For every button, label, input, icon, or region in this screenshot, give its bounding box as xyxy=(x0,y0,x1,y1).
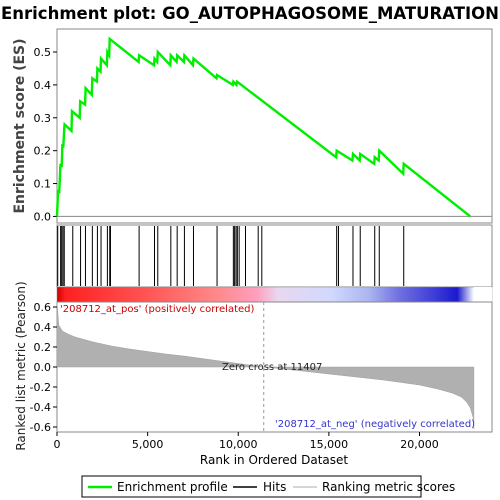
zero-cross-label: Zero cross at 11407 xyxy=(222,362,322,373)
metric-y-tick-label: -0.6 xyxy=(30,421,51,434)
metric-y-ticks: -0.6 -0.4 -0.2 0.0 0.2 0.4 0.6 xyxy=(30,301,57,434)
legend-enrichment-label: Enrichment profile xyxy=(117,480,228,494)
metric-y-tick-label: 0.2 xyxy=(34,341,52,354)
hits-marks xyxy=(57,226,405,286)
x-axis-label: Rank in Ordered Dataset xyxy=(200,453,348,467)
metric-y-tick-label: -0.2 xyxy=(30,381,51,394)
metric-y-tick-label: 0.4 xyxy=(34,321,52,334)
metric-y-tick-label: 0.0 xyxy=(34,361,52,374)
x-tick-label: 20,000 xyxy=(400,438,439,451)
es-y-tick-label: 0.3 xyxy=(34,112,52,125)
es-panel: 0.0 0.1 0.2 0.3 0.4 0.5 Enrichment score (ES) xyxy=(12,28,493,224)
metric-y-tick-label: -0.4 xyxy=(30,401,51,414)
es-y-tick-label: 0.5 xyxy=(34,46,52,59)
x-tick-label: 10,000 xyxy=(219,438,258,451)
es-y-axis-label: Enrichment score (ES) xyxy=(12,38,28,213)
ranking-color-band xyxy=(57,287,474,302)
es-y-tick-label: 0.2 xyxy=(34,145,52,158)
es-y-tick-label: 0.4 xyxy=(34,79,52,92)
chart-title: Enrichment plot: GO_AUTOPHAGOSOME_MATURA… xyxy=(1,4,499,23)
hits-frame xyxy=(56,224,493,288)
legend: Enrichment profile Hits Ranking metric s… xyxy=(81,475,455,498)
metric-panel: -0.6 -0.4 -0.2 0.0 0.2 0.4 0.6 '208712_at_pos'… xyxy=(14,281,493,451)
legend-metric-label: Ranking metric scores xyxy=(322,480,455,494)
legend-hits-label: Hits xyxy=(263,480,286,494)
enrichment-profile-line xyxy=(55,36,472,218)
x-tick-label: 0 xyxy=(54,438,61,451)
positive-correlation-label: '208712_at_pos' (positively correlated) xyxy=(60,304,254,315)
es-y-tick-label: 0.0 xyxy=(34,210,52,223)
metric-y-tick-label: 0.6 xyxy=(34,301,52,314)
metric-y-axis-label: Ranked list metric (Pearson) xyxy=(14,281,28,450)
x-axis-ticks: 0 5,000 10,000 15,000 20,000 xyxy=(54,432,439,451)
ranking-metric-area xyxy=(56,301,475,430)
es-y-ticks: 0.0 0.1 0.2 0.3 0.4 0.5 xyxy=(34,46,57,223)
x-tick-label: 5,000 xyxy=(132,438,164,451)
hits-panel xyxy=(56,224,493,288)
x-tick-label: 15,000 xyxy=(310,438,349,451)
color-band-empty xyxy=(473,287,492,302)
es-y-tick-label: 0.1 xyxy=(34,178,52,191)
es-plot-frame xyxy=(56,28,493,224)
negative-correlation-label: '208712_at_neg' (negatively correlated) xyxy=(275,419,475,430)
